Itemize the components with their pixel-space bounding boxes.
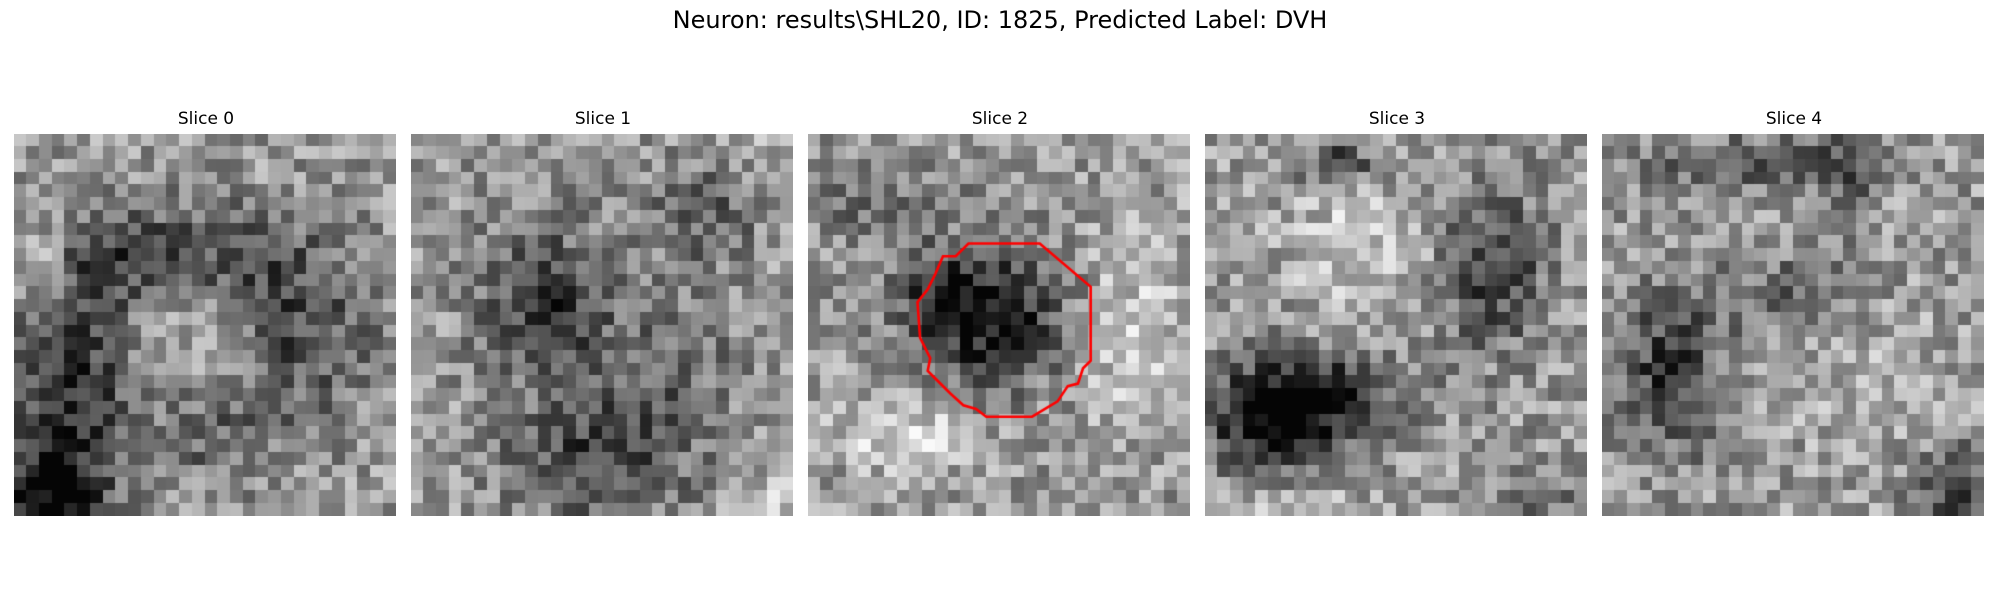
slice-image [808,134,1190,516]
slice-panel-0: Slice 0 [14,110,398,516]
slice-panel-3: Slice 3 [1205,110,1589,516]
slice-title: Slice 3 [1368,109,1426,129]
slice-image [14,134,396,516]
slice-panel-2: Slice 2 [808,110,1192,516]
slice-title: Slice 1 [574,109,632,129]
slice-panel-1: Slice 1 [411,110,795,516]
figure-title: Neuron: results\SHL20, ID: 1825, Predict… [672,6,1328,34]
slice-image [1602,134,1984,516]
slice-image [1205,134,1587,516]
slice-title: Slice 4 [1765,109,1823,129]
slice-title: Slice 0 [177,109,235,129]
slice-image [411,134,793,516]
slice-title: Slice 2 [971,109,1029,129]
slice-panel-4: Slice 4 [1602,110,1986,516]
